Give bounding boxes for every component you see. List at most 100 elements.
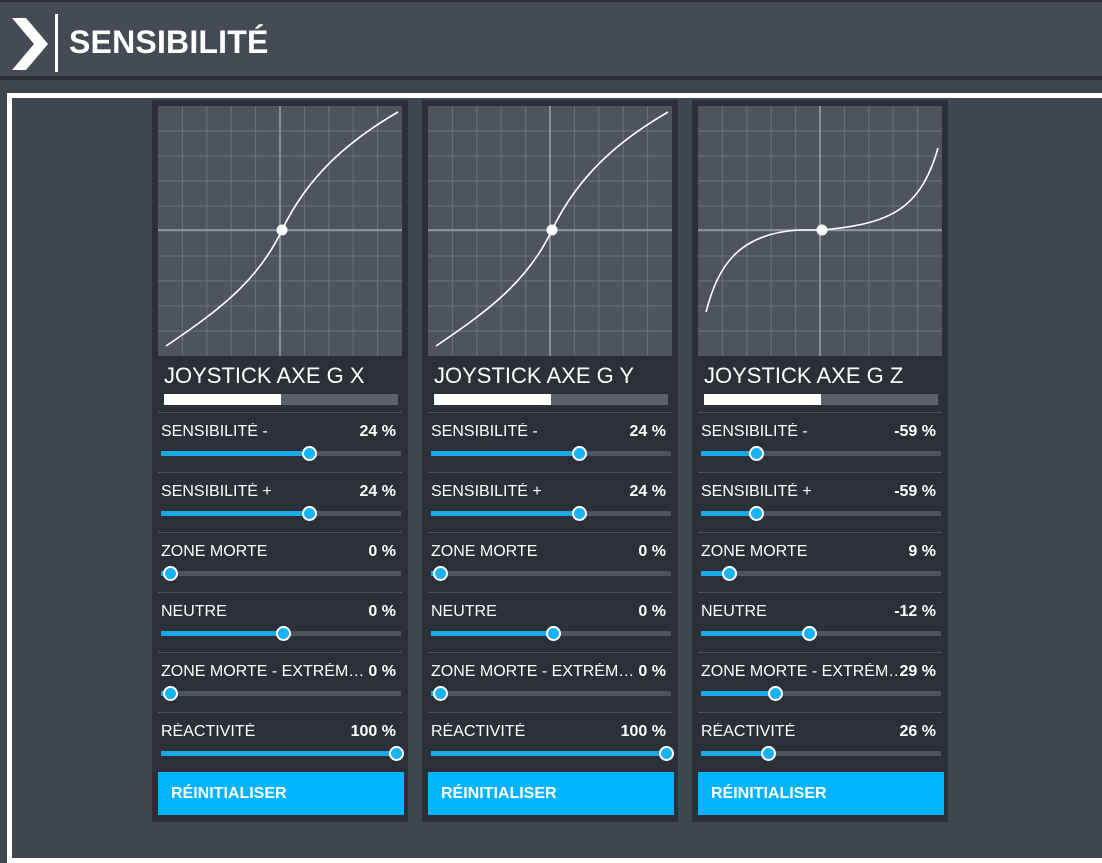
setting-row: ZONE MORTE - EXTRÉMITÉ 29 %	[698, 652, 942, 713]
setting-label: ZONE MORTE - EXTRÉMITÉ	[161, 663, 366, 680]
setting-value: 100 %	[620, 723, 666, 740]
slider-handle[interactable]	[572, 446, 588, 461]
setting-row: RÉACTIVITÉ 100 %	[428, 712, 674, 773]
setting-label: SENSIBILITÉ +	[701, 483, 812, 500]
slider-handle[interactable]	[388, 746, 404, 761]
chevron-right-icon[interactable]	[10, 16, 50, 72]
setting-value: 0 %	[638, 603, 666, 620]
reset-button[interactable]: RÉINITIALISER	[428, 772, 674, 815]
slider-handle[interactable]	[572, 506, 588, 521]
setting-slider[interactable]	[161, 571, 401, 576]
setting-label: ZONE MORTE	[161, 543, 268, 560]
slider-handle[interactable]	[302, 446, 318, 461]
setting-row: SENSIBILITÉ + -59 %	[698, 472, 942, 533]
setting-value: 26 %	[899, 723, 936, 740]
setting-slider[interactable]	[161, 691, 401, 696]
slider-handle[interactable]	[276, 626, 291, 641]
setting-value: -12 %	[894, 603, 936, 620]
setting-row: SENSIBILITÉ + 24 %	[158, 472, 402, 533]
slider-fill	[431, 751, 664, 756]
slider-fill	[701, 571, 728, 576]
setting-value: 100 %	[350, 723, 396, 740]
setting-slider[interactable]	[701, 691, 941, 696]
setting-label: ZONE MORTE	[701, 543, 808, 560]
slider-handle[interactable]	[658, 746, 674, 761]
setting-row: NEUTRE -12 %	[698, 592, 942, 653]
axis-position-fill	[434, 394, 551, 405]
setting-slider[interactable]	[431, 571, 671, 576]
setting-slider[interactable]	[431, 691, 671, 696]
setting-value: 29 %	[899, 663, 936, 680]
setting-slider[interactable]	[161, 751, 401, 756]
response-curve-graph	[698, 106, 942, 356]
setting-value: 0 %	[368, 663, 396, 680]
setting-slider[interactable]	[431, 511, 671, 516]
setting-value: 0 %	[368, 603, 396, 620]
reset-button-label: RÉINITIALISER	[711, 785, 827, 802]
slider-handle[interactable]	[748, 506, 764, 521]
axis-panel: JOYSTICK AXE G Z SENSIBILITÉ - -59 % SEN…	[692, 100, 948, 822]
axis-panel: JOYSTICK AXE G X SENSIBILITÉ - 24 % SENS…	[152, 100, 408, 822]
setting-value: 0 %	[638, 543, 666, 560]
axis-position-fill	[704, 394, 821, 405]
slider-handle[interactable]	[302, 506, 318, 521]
setting-row: SENSIBILITÉ - 24 %	[158, 412, 402, 473]
reset-button-label: RÉINITIALISER	[441, 785, 557, 802]
slider-fill	[431, 511, 578, 516]
setting-slider[interactable]	[701, 451, 941, 456]
setting-row: ZONE MORTE 9 %	[698, 532, 942, 593]
slider-handle[interactable]	[433, 566, 449, 581]
setting-label: SENSIBILITÉ +	[431, 483, 542, 500]
slider-handle[interactable]	[163, 686, 179, 701]
setting-value: 9 %	[908, 543, 936, 560]
setting-slider[interactable]	[431, 451, 671, 456]
axis-position-bar	[164, 394, 398, 405]
setting-row: SENSIBILITÉ + 24 %	[428, 472, 672, 533]
setting-row: ZONE MORTE - EXTRÉMITÉ 0 %	[428, 652, 672, 713]
setting-slider[interactable]	[701, 511, 941, 516]
slider-handle[interactable]	[433, 686, 449, 701]
setting-slider[interactable]	[701, 751, 941, 756]
slider-fill	[431, 451, 578, 456]
slider-handle[interactable]	[163, 566, 179, 581]
response-curve-graph	[428, 106, 672, 356]
setting-row: ZONE MORTE 0 %	[158, 532, 402, 593]
slider-fill	[161, 751, 394, 756]
setting-row: ZONE MORTE - EXTRÉMITÉ 0 %	[158, 652, 402, 713]
setting-value: -59 %	[894, 423, 936, 440]
setting-label: NEUTRE	[701, 603, 767, 620]
setting-row: RÉACTIVITÉ 26 %	[698, 712, 942, 773]
setting-slider[interactable]	[701, 631, 941, 636]
setting-value: 24 %	[359, 483, 396, 500]
slider-handle[interactable]	[801, 626, 817, 641]
slider-handle[interactable]	[768, 686, 783, 701]
setting-slider[interactable]	[161, 451, 401, 456]
setting-value: 0 %	[638, 663, 666, 680]
page-header: SENSIBILITÉ	[0, 0, 1102, 80]
axis-name: JOYSTICK AXE G Z	[704, 363, 904, 388]
slider-handle[interactable]	[748, 446, 764, 461]
axis-position-fill	[164, 394, 281, 405]
setting-row: SENSIBILITÉ - -59 %	[698, 412, 942, 473]
setting-value: 0 %	[368, 543, 396, 560]
slider-fill	[161, 511, 308, 516]
setting-slider[interactable]	[161, 511, 401, 516]
setting-label: SENSIBILITÉ -	[161, 423, 268, 440]
setting-slider[interactable]	[701, 571, 941, 576]
setting-row: RÉACTIVITÉ 100 %	[158, 712, 404, 773]
setting-slider[interactable]	[431, 751, 671, 756]
setting-value: 24 %	[629, 423, 666, 440]
setting-label: NEUTRE	[431, 603, 497, 620]
setting-label: SENSIBILITÉ -	[701, 423, 808, 440]
slider-fill	[701, 691, 773, 696]
setting-label: NEUTRE	[161, 603, 227, 620]
slider-handle[interactable]	[760, 746, 776, 761]
reset-button[interactable]: RÉINITIALISER	[698, 772, 944, 815]
slider-fill	[161, 631, 281, 636]
reset-button[interactable]: RÉINITIALISER	[158, 772, 404, 815]
axis-position-bar	[704, 394, 938, 405]
slider-fill	[431, 631, 551, 636]
slider-handle[interactable]	[546, 626, 561, 641]
slider-handle[interactable]	[722, 566, 738, 581]
setting-label: ZONE MORTE - EXTRÉMITÉ	[701, 663, 906, 680]
